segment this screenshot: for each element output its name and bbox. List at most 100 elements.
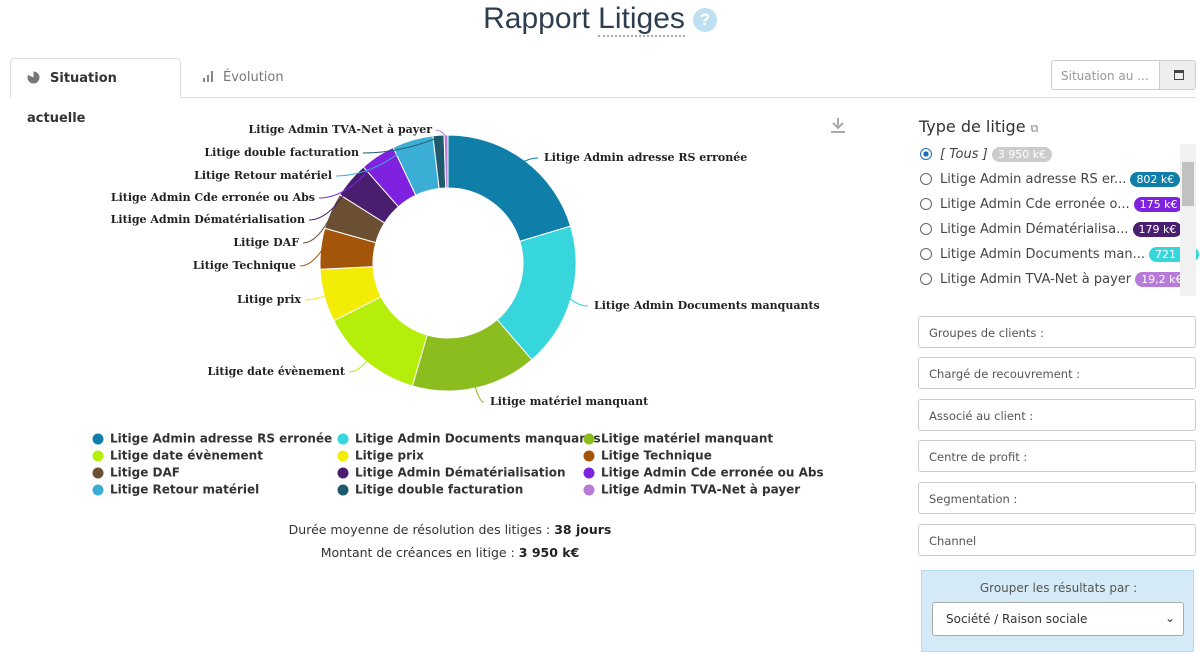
- radio-option[interactable]: [ Tous ] 3 950 k€: [920, 147, 1053, 169]
- tab-icon: [203, 71, 213, 82]
- slice-label: Litige double facturation: [204, 146, 359, 159]
- badge: 175 k€: [1133, 197, 1184, 212]
- leader-line: [302, 211, 334, 244]
- summary-line: Durée moyenne de résolution des litiges …: [0, 522, 900, 537]
- legend-label: Litige Admin Cde erronée ou Abs: [601, 466, 824, 480]
- slice-label: Litige DAF: [233, 236, 299, 249]
- legend-label: Litige double facturation: [355, 483, 523, 497]
- radio[interactable]: [920, 223, 932, 235]
- badge: 3 950 k€: [991, 147, 1053, 162]
- legend-label: Litige prix: [355, 449, 424, 463]
- radio-option[interactable]: Litige Admin Cde erronée o... 175 k€: [920, 197, 1184, 219]
- select-caret: ⌄: [1164, 611, 1175, 625]
- legend-label: Litige Admin adresse RS erronée: [110, 432, 332, 446]
- radio[interactable]: [920, 273, 932, 285]
- badge: 19,2 k€: [1135, 272, 1189, 287]
- group-select[interactable]: Société / Raison sociale ⌄: [932, 602, 1184, 636]
- tab[interactable]: Évolution: [186, 58, 300, 98]
- radio-option[interactable]: Litige Admin TVA-Net à payer 19,2 k€: [920, 272, 1189, 294]
- legend-label: Litige Admin TVA-Net à payer: [601, 483, 800, 497]
- summary-label: Durée moyenne de résolution des litiges …: [288, 522, 551, 537]
- radio-option[interactable]: Litige Admin Documents man... 721 k€: [920, 247, 1199, 269]
- radio-option[interactable]: Litige Admin adresse RS er... 802 k€: [920, 172, 1181, 194]
- leader-line: [348, 359, 368, 373]
- calendar-button[interactable]: [1159, 61, 1195, 89]
- tab-border: [10, 97, 1196, 98]
- legend-swatch: [583, 467, 595, 479]
- option-label: Litige Admin adresse RS er...: [940, 172, 1127, 187]
- legend-swatch: [337, 484, 349, 496]
- placeholder: Situation au ...: [1061, 69, 1149, 83]
- slice-label: Litige prix: [237, 293, 301, 306]
- summary-value: 38 jours: [554, 522, 612, 537]
- legend-swatch: [583, 433, 595, 445]
- help-icon[interactable]: ?: [692, 8, 717, 33]
- popout-icon[interactable]: ⧉: [1030, 122, 1039, 135]
- leader-line: [362, 136, 439, 154]
- group-panel: Grouper les résultats par : Société / Ra…: [921, 570, 1194, 652]
- slice-label: Litige Retour matériel: [194, 169, 332, 182]
- radio-option[interactable]: Litige Admin Dématérialisa... 179 k€: [920, 222, 1183, 244]
- legend-swatch: [92, 450, 104, 462]
- section-title: Type de litige ⧉: [919, 117, 1038, 136]
- date-input[interactable]: Situation au ...: [1051, 60, 1196, 90]
- chart: Litige Admin adresse RS erronée Litige Ad…: [92, 118, 845, 497]
- page-title: Rapport Litiges?: [0, 2, 1200, 37]
- filter-input[interactable]: Channel: [918, 524, 1196, 556]
- legend-swatch: [337, 467, 349, 479]
- filter-input[interactable]: Centre de profit :: [918, 440, 1196, 472]
- slice-label: Litige Admin TVA-Net à payer: [249, 123, 433, 136]
- legend-label: Litige DAF: [110, 466, 180, 480]
- filter-input[interactable]: Groupes de clients :: [918, 316, 1196, 348]
- option-label: [ Tous ]: [940, 147, 988, 162]
- scroll-thumb[interactable]: [1182, 162, 1194, 206]
- legend-swatch: [583, 484, 595, 496]
- leader-line: [318, 157, 380, 199]
- slice-label: Litige Technique: [193, 259, 296, 272]
- scrollbar[interactable]: [1180, 144, 1196, 296]
- legend-label: Litige matériel manquant: [601, 432, 773, 446]
- tab-label: Situation actuelle: [27, 71, 117, 126]
- badge: 802 k€: [1130, 172, 1181, 187]
- legend-label: Litige Admin Dématérialisation: [355, 466, 566, 480]
- tab[interactable]: Situation actuelle: [10, 58, 181, 126]
- download-icon[interactable]: [831, 118, 845, 133]
- title-prefix: Rapport: [483, 2, 590, 35]
- slice-label: Litige Admin Documents manquants: [594, 299, 820, 312]
- select-value: Société / Raison sociale: [946, 612, 1088, 626]
- tab-label: Évolution: [223, 70, 284, 85]
- slice-label: Litige Admin Dématérialisation: [111, 213, 305, 226]
- radio[interactable]: [920, 173, 932, 185]
- filter-input[interactable]: Associé au client :: [918, 399, 1196, 431]
- title-text: Type de litige: [919, 117, 1026, 136]
- legend-label: Litige date évènement: [110, 449, 263, 463]
- leader-line: [435, 129, 447, 138]
- radio[interactable]: [920, 198, 932, 210]
- radio[interactable]: [920, 248, 932, 260]
- summary-label: Montant de créances en litige :: [320, 545, 515, 560]
- badge: 179 k€: [1132, 222, 1183, 237]
- filter-input[interactable]: Chargé de recouvrement :: [918, 357, 1196, 389]
- legend-label: Litige Retour matériel: [110, 483, 259, 497]
- option-label: Litige Admin Dématérialisa...: [940, 222, 1129, 237]
- option-label: Litige Admin TVA-Net à payer: [940, 272, 1132, 287]
- leader-line: [308, 181, 353, 221]
- donut-slice: [443, 134, 449, 189]
- title-main[interactable]: Litiges: [598, 2, 685, 37]
- legend-swatch: [337, 433, 349, 445]
- slice-label: Litige Admin adresse RS erronée: [544, 151, 747, 164]
- legend-label: Litige Technique: [601, 449, 712, 463]
- legend-swatch: [583, 450, 595, 462]
- legend-swatch: [92, 433, 104, 445]
- option-label: Litige Admin Documents man...: [940, 247, 1146, 262]
- legend-swatch: [337, 450, 349, 462]
- leader-line: [568, 297, 589, 307]
- group-title: Grouper les résultats par :: [979, 581, 1138, 595]
- slice-label: Litige date évènement: [207, 365, 345, 378]
- filter-input[interactable]: Segmentation :: [918, 482, 1196, 514]
- radio[interactable]: [920, 148, 932, 160]
- calendar-icon: [1174, 70, 1184, 80]
- legend-swatch: [92, 467, 104, 479]
- legend-swatch: [92, 484, 104, 496]
